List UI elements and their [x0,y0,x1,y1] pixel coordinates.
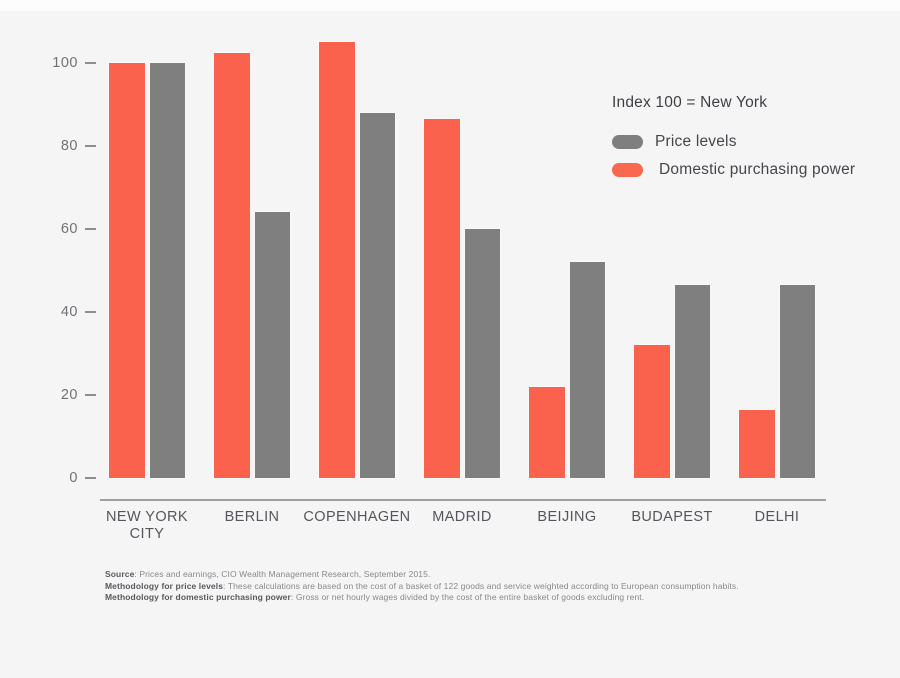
y-axis-tick-label: 20 [60,387,78,403]
y-axis-tick-label: 80 [60,138,78,154]
bar-price-levels [779,284,816,479]
bar-domestic-purchasing-power [738,409,776,479]
source-note-text: : Prices and earnings, CIO Wealth Manage… [134,569,431,579]
bar-price-levels [149,62,186,479]
methodology-price-levels-label: Methodology for price levels [105,580,224,591]
bar-domestic-purchasing-power [633,344,671,479]
methodology-purchasing-power-label: Methodology for domestic purchasing powe… [105,592,291,602]
methodology-price-levels-note: Methodology for price levels: These calc… [105,581,739,593]
y-axis-tick-label: 0 [69,470,78,486]
legend-item-domestic-purchasing-power: Domestic purchasing power [612,161,855,178]
y-axis-tick-mark [85,145,96,147]
bar-price-levels [359,112,396,479]
chart-footnotes: Source: Prices and earnings, CIO Wealth … [105,569,739,604]
legend-item-label: Price levels [655,132,737,150]
y-axis-tick-mark [85,62,96,64]
methodology-price-levels-text: : These calculations are based on the co… [223,580,739,591]
y-axis-tick-mark [85,228,96,230]
y-axis-tick-mark [85,311,96,313]
x-axis-label: BUDAPEST [631,509,713,525]
x-axis-label: NEW YORK CITY [106,509,188,542]
bar-price-levels [569,261,606,479]
y-axis-tick-mark [85,394,96,396]
x-axis-label: BEIJING [537,509,597,525]
x-axis-line [100,499,826,501]
y-axis-tick-mark [85,477,96,479]
legend-item-price-levels: Price levels [612,133,855,150]
bar-domestic-purchasing-power [528,386,566,479]
x-axis-label: COPENHAGEN [303,509,411,525]
y-axis-tick-label: 60 [60,221,78,237]
bar-price-levels [464,228,501,479]
legend-title: Index 100 = New York [612,94,768,111]
domestic-purchasing-power-swatch-icon [612,162,643,177]
bar-domestic-purchasing-power [423,118,461,479]
bar-price-levels [254,211,291,479]
methodology-purchasing-power-text: : Gross or net hourly wages divided by t… [290,592,645,602]
bar-domestic-purchasing-power [108,62,146,479]
bar-domestic-purchasing-power [318,41,356,479]
source-note-label: Source [105,569,135,579]
y-axis-tick-label: 100 [52,55,78,71]
bar-price-levels [674,284,711,479]
legend-item-label: Domestic purchasing power [659,160,856,178]
bar-domestic-purchasing-power [213,52,251,479]
methodology-purchasing-power-note: Methodology for domestic purchasing powe… [105,592,739,604]
chart-legend: Index 100 = New York Price levels Domest… [612,94,855,189]
top-margin [0,0,900,11]
x-axis-label: BERLIN [224,509,280,525]
x-axis-label: MADRID [432,509,492,525]
y-axis-tick-label: 40 [60,304,78,320]
price-levels-swatch-icon [612,134,643,149]
x-axis-label: DELHI [754,509,800,525]
source-note: Source: Prices and earnings, CIO Wealth … [105,569,739,581]
